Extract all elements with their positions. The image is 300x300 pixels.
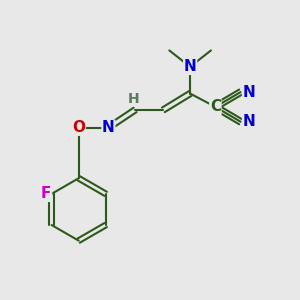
- Text: F: F: [41, 186, 52, 201]
- Text: N: N: [243, 114, 255, 129]
- Text: H: H: [128, 92, 140, 106]
- Text: C: C: [210, 99, 221, 114]
- Text: N: N: [184, 59, 196, 74]
- Text: N: N: [243, 85, 255, 100]
- Text: O: O: [72, 120, 85, 135]
- Text: N: N: [102, 120, 115, 135]
